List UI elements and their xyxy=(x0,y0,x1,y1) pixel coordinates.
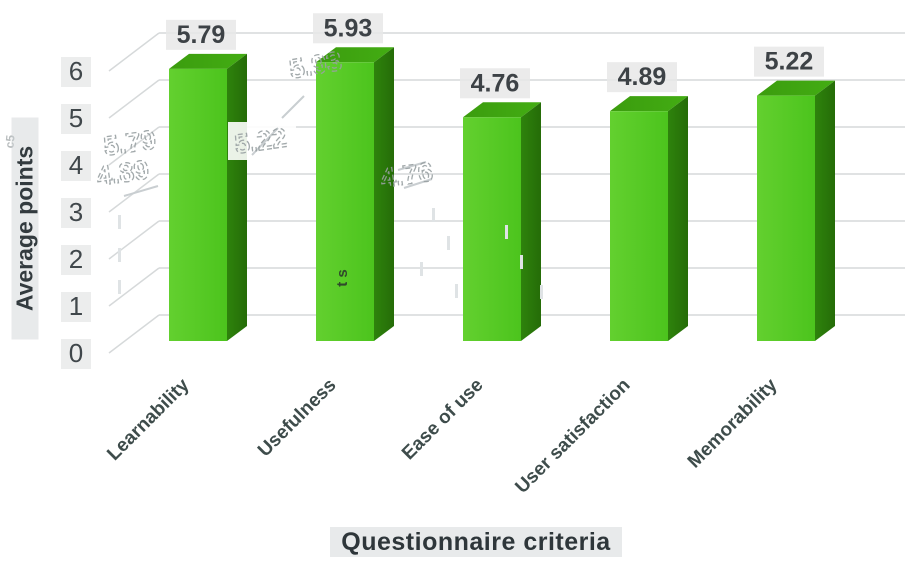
svg-text:c5: c5 xyxy=(2,134,17,149)
bar-top-face xyxy=(610,96,688,112)
x-axis-title: Questionnaire criteria xyxy=(330,527,622,557)
y-tick-bg xyxy=(61,339,91,369)
bar-data-label: 4.89 xyxy=(618,63,667,91)
gridline-diagonal xyxy=(108,79,160,119)
ghost-dash xyxy=(505,225,508,239)
bar-top-face xyxy=(316,47,394,63)
bar-label-bg xyxy=(313,13,383,44)
bar-side-face xyxy=(815,80,835,341)
ghost-label: c5 xyxy=(2,134,17,149)
ghost-label: 4.76 xyxy=(378,156,436,194)
bar-front-face xyxy=(169,68,227,342)
gridline-diagonal xyxy=(108,126,160,166)
ghost-dash xyxy=(520,255,523,269)
bar-4: 5.22 xyxy=(754,46,835,341)
x-category-label: Usefulness xyxy=(254,375,341,462)
ghost-dash xyxy=(455,284,458,298)
bar-top-face xyxy=(169,53,247,69)
gridline-diagonal xyxy=(108,32,160,72)
svg-text:Memorability: Memorability xyxy=(684,374,782,472)
y-tick-label: 2 xyxy=(69,244,83,274)
ghost-dash xyxy=(540,285,543,299)
y-tick-bg xyxy=(61,245,91,275)
ghost-dash xyxy=(118,280,121,294)
bar-1: 5.93 xyxy=(313,13,394,341)
bar-front-face xyxy=(316,62,374,341)
y-tick-bg xyxy=(61,198,91,228)
bar-label-bg xyxy=(754,46,824,77)
gridline-diagonal xyxy=(108,267,160,307)
ghost-line-fragment xyxy=(281,95,305,119)
y-tick-label: 6 xyxy=(69,56,83,86)
bar-2: 4.76 xyxy=(460,68,541,341)
bar-side-face xyxy=(521,102,541,341)
bar-side-face xyxy=(227,53,247,342)
ghost-dash xyxy=(118,215,121,229)
gridline-diagonal xyxy=(108,220,160,260)
bar-data-label: 5.22 xyxy=(765,48,814,76)
svg-text:Ease of use: Ease of use xyxy=(398,375,488,465)
ghost-dash xyxy=(420,262,423,276)
bar-3: 4.89 xyxy=(607,62,688,341)
svg-text:Learnability: Learnability xyxy=(103,374,194,465)
bar-label-bg xyxy=(166,19,236,50)
svg-text:4.76: 4.76 xyxy=(379,157,435,194)
ghost-line-fragment xyxy=(403,178,433,189)
x-category-label: Memorability xyxy=(684,374,782,472)
y-tick-bg xyxy=(61,57,91,87)
bar-data-label: 5.79 xyxy=(177,21,226,49)
svg-text:User satisfaction: User satisfaction xyxy=(511,375,634,498)
ghost-line-fragment xyxy=(397,161,427,171)
ghost-dash xyxy=(447,236,450,250)
bar-top-face xyxy=(757,80,835,96)
bar-data-label: 5.93 xyxy=(324,14,373,42)
ghost-label: t s xyxy=(334,269,351,287)
svg-text:t s: t s xyxy=(334,269,351,287)
bar-side-face xyxy=(374,47,394,341)
x-category-label: Ease of use xyxy=(398,375,488,465)
bar-front-face xyxy=(463,117,521,341)
bar-top-face xyxy=(463,102,541,118)
y-tick-bg xyxy=(61,151,91,181)
gridline-diagonal xyxy=(108,314,160,354)
bar-side-face xyxy=(668,96,688,341)
y-tick-label: 3 xyxy=(69,197,83,227)
ghost-white-patch xyxy=(228,122,296,160)
x-category-label: User satisfaction xyxy=(511,375,634,498)
y-tick-label: 1 xyxy=(69,291,83,321)
y-tick-label: 5 xyxy=(69,103,83,133)
x-category-label: Learnability xyxy=(103,374,194,465)
bar-0: 5.79 xyxy=(166,19,247,342)
ghost-line-fragment xyxy=(123,185,159,197)
ghost-dash xyxy=(432,208,435,222)
y-tick-bg xyxy=(61,292,91,322)
bar-front-face xyxy=(610,111,668,341)
y-axis-title: Average points xyxy=(11,117,39,340)
bar-front-face xyxy=(757,95,815,341)
y-tick-bg xyxy=(61,104,91,134)
ghost-dash xyxy=(118,248,121,262)
ghost-line-fragment xyxy=(251,127,279,156)
svg-text:Usefulness: Usefulness xyxy=(254,375,341,462)
bar-data-label: 4.76 xyxy=(471,69,520,97)
bar-label-bg xyxy=(607,62,677,93)
y-tick-label: 4 xyxy=(69,150,83,180)
bar-label-bg xyxy=(460,68,530,99)
y-tick-label: 0 xyxy=(69,338,83,368)
